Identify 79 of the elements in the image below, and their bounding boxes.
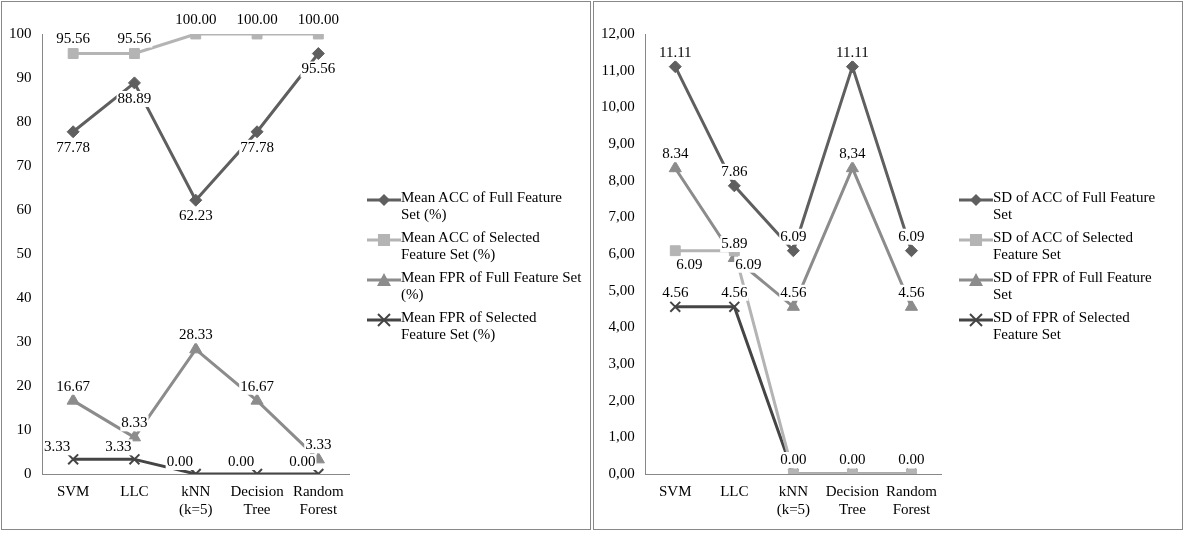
x-tick-label: Decision Tree xyxy=(825,482,880,517)
data-label: 0.00 xyxy=(780,450,807,467)
legend-label: SD of FPR of Selected Feature Set xyxy=(993,308,1131,343)
y-tick-label: 60 xyxy=(16,200,32,217)
data-label: 4.56 xyxy=(898,283,926,300)
data-label: 95.56 xyxy=(301,59,336,76)
data-label: 95.56 xyxy=(117,29,152,46)
y-tick-label: 0,00 xyxy=(608,464,635,481)
y-tick-label: 11,00 xyxy=(601,61,635,78)
y-tick-label: 2,00 xyxy=(608,391,635,408)
data-label: 77.78 xyxy=(56,138,91,155)
y-tick-label: 3,00 xyxy=(608,354,635,371)
data-label: 62.23 xyxy=(178,206,213,223)
data-label: 95.56 xyxy=(56,29,91,46)
y-tick-label: 0 xyxy=(24,464,32,481)
data-label: 16.67 xyxy=(56,377,91,394)
data-label: 0.00 xyxy=(166,452,193,469)
data-label: 11.11 xyxy=(836,43,869,60)
y-tick-label: 50 xyxy=(16,244,32,261)
legend-label: SD of ACC of Full Feature Set xyxy=(993,188,1157,223)
data-label: 4.56 xyxy=(662,283,689,300)
y-tick-label: 10,00 xyxy=(601,97,635,114)
y-tick-label: 7,00 xyxy=(608,207,635,224)
y-tick-label: 4,00 xyxy=(608,317,635,334)
data-label: 4.56 xyxy=(721,283,748,300)
data-label: 16.67 xyxy=(240,377,275,394)
data-label: 4.56 xyxy=(780,283,807,300)
x-tick-label: LLC xyxy=(720,482,749,499)
y-tick-label: 6,00 xyxy=(608,244,635,261)
data-label: 6.09 xyxy=(676,255,703,272)
data-label: 77.78 xyxy=(240,138,274,155)
x-tick-label: LLC xyxy=(120,482,149,499)
y-tick-label: 10 xyxy=(16,420,32,437)
data-label: 88.89 xyxy=(117,89,152,106)
legend-label: Mean FPR of Selected Feature Set (%) xyxy=(401,308,538,343)
y-tick-label: 100 xyxy=(9,24,32,41)
y-tick-label: 80 xyxy=(16,112,32,129)
legend-label: SD of FPR of Full Feature Set xyxy=(993,268,1153,303)
y-tick-label: 12,00 xyxy=(601,24,635,41)
y-tick-label: 30 xyxy=(16,332,32,349)
data-label: 28.33 xyxy=(178,325,213,342)
x-tick-label: kNN (k=5) xyxy=(776,482,811,518)
data-label: 100.00 xyxy=(297,10,339,27)
data-label: 0.00 xyxy=(289,452,316,469)
data-label: 0.00 xyxy=(839,450,866,467)
x-tick-label: SVM xyxy=(659,482,692,499)
data-label: 7.86 xyxy=(721,162,748,179)
data-label: 100.00 xyxy=(236,10,278,27)
x-tick-label: Random Forest xyxy=(292,482,345,517)
data-label: 11.11 xyxy=(658,43,692,60)
data-label: 100.00 xyxy=(175,10,217,27)
y-tick-label: 9,00 xyxy=(608,134,635,151)
y-tick-label: 1,00 xyxy=(608,427,635,444)
data-label: 8.34 xyxy=(662,144,689,161)
data-label: 8,34 xyxy=(839,144,867,161)
legend-label: Mean ACC of Selected Feature Set (%) xyxy=(401,228,541,263)
data-label: 6.09 xyxy=(780,227,807,244)
legend-label: SD of ACC of Selected Feature Set xyxy=(993,228,1134,263)
x-tick-label: Random Forest xyxy=(886,482,938,517)
data-label: 5.89 xyxy=(721,234,748,251)
data-label: 8.33 xyxy=(121,413,148,430)
data-label: 6.09 xyxy=(735,255,762,272)
x-tick-label: Decision Tree xyxy=(230,482,285,517)
y-tick-label: 5,00 xyxy=(608,281,635,298)
y-tick-label: 90 xyxy=(16,68,32,85)
legend-label: Mean FPR of Full Feature Set (%) xyxy=(401,268,582,303)
data-label: 3.33 xyxy=(44,437,71,454)
y-tick-label: 70 xyxy=(16,156,32,173)
y-tick-label: 8,00 xyxy=(608,171,635,188)
x-tick-label: kNN (k=5) xyxy=(179,482,213,518)
legend-label: Mean ACC of Full Feature Set (%) xyxy=(401,188,563,223)
data-label: 0.00 xyxy=(227,452,255,469)
x-tick-label: SVM xyxy=(56,482,90,499)
data-label: 3.33 xyxy=(105,437,132,454)
y-tick-label: 40 xyxy=(16,288,32,305)
data-label: 0.00 xyxy=(898,450,925,467)
data-label: 3.33 xyxy=(305,435,332,452)
data-label: 6.09 xyxy=(898,227,925,244)
y-tick-label: 20 xyxy=(16,376,32,393)
